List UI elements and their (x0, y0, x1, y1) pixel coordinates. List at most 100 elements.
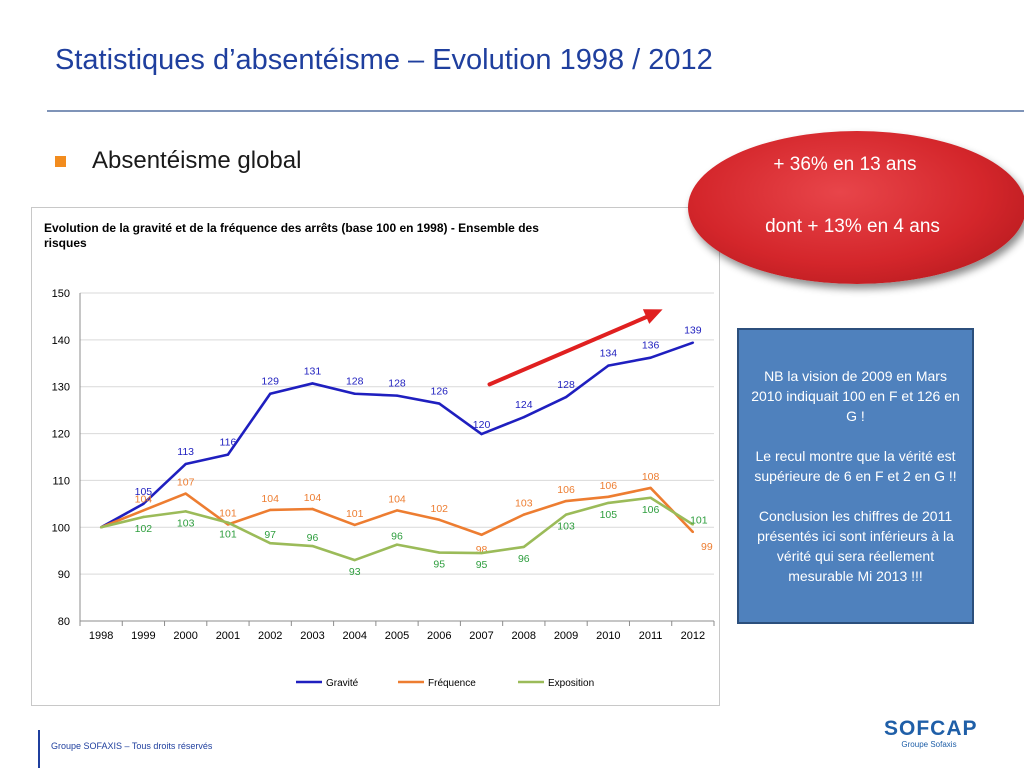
x-tick-label: 2002 (258, 630, 282, 642)
data-label: 128 (388, 378, 406, 390)
data-label: 105 (135, 486, 153, 498)
title-divider (47, 110, 1024, 112)
x-tick-label: 2007 (469, 630, 493, 642)
data-point (353, 392, 356, 395)
data-label: 129 (261, 376, 279, 388)
data-label: 106 (600, 480, 618, 492)
data-point (184, 462, 187, 466)
data-point (226, 453, 230, 456)
y-tick-label: 150 (52, 288, 70, 300)
data-point (184, 510, 187, 513)
data-label: 101 (690, 514, 708, 526)
data-label: 95 (476, 559, 488, 571)
data-label: 107 (177, 477, 195, 489)
trend-arrow-head-icon (642, 309, 663, 324)
logo-name: SOFCAP (884, 717, 978, 740)
data-point (691, 523, 695, 526)
x-tick-label: 2011 (639, 630, 663, 642)
data-point (480, 432, 483, 436)
bullet-text: Absentéisme global (92, 147, 302, 174)
x-tick-label: 2001 (216, 630, 240, 642)
x-tick-label: 2000 (173, 630, 197, 642)
x-tick-label: 2003 (300, 630, 324, 642)
y-tick-label: 130 (52, 382, 70, 394)
chart-title: Evolution de la gravité et de la fréquen… (44, 221, 539, 250)
data-label: 97 (264, 529, 276, 541)
data-label: 128 (557, 379, 575, 391)
note-paragraph-1: NB la vision de 2009 en Mars 2010 indiqu… (751, 368, 960, 424)
y-tick-label: 100 (52, 522, 70, 534)
y-tick-label: 80 (58, 616, 70, 628)
trend-arrow-line (487, 312, 655, 387)
data-point (226, 521, 230, 524)
data-label: 139 (684, 325, 702, 337)
note-paragraph-2: Le recul montre que la vérité est supéri… (754, 448, 957, 484)
data-point (438, 551, 441, 554)
data-point (99, 526, 103, 529)
data-point (522, 513, 525, 516)
data-label: 126 (431, 386, 449, 398)
data-label: 102 (135, 523, 153, 535)
x-tick-label: 2006 (427, 630, 451, 642)
callout-line-1: + 36% en 13 ans (773, 154, 917, 175)
x-tick-label: 2005 (385, 630, 409, 642)
data-label: 103 (557, 521, 575, 533)
y-tick-label: 140 (52, 335, 70, 347)
y-tick-label: 90 (58, 569, 70, 581)
data-label: 96 (307, 532, 319, 544)
data-label: 96 (391, 531, 403, 543)
data-point (691, 341, 695, 344)
bullet-square-icon (55, 156, 66, 167)
data-label: 124 (515, 399, 533, 411)
data-point (438, 402, 441, 405)
callout-line-2: dont + 13% en 4 ans (765, 216, 940, 237)
data-point (353, 558, 356, 562)
data-point (395, 543, 399, 546)
data-point (564, 513, 568, 516)
legend-label: Fréquence (428, 678, 476, 689)
data-label: 95 (433, 559, 445, 571)
data-label: 101 (219, 529, 237, 541)
data-point (311, 507, 314, 511)
data-point (269, 542, 272, 545)
data-label: 106 (642, 504, 660, 516)
data-label: 106 (557, 484, 575, 496)
data-label: 116 (220, 437, 237, 449)
data-point (269, 392, 272, 395)
data-point (564, 499, 568, 503)
x-tick-label: 2012 (681, 630, 705, 642)
callout-oval (688, 131, 1024, 284)
x-tick-label: 2009 (554, 630, 578, 642)
data-point (649, 486, 652, 490)
data-point (142, 509, 145, 512)
data-point (480, 533, 483, 536)
data-label: 108 (642, 471, 660, 483)
x-tick-label: 2004 (342, 630, 366, 642)
company-logo: SOFCAP Groupe Sofaxis (884, 717, 978, 750)
x-tick-label: 2010 (596, 630, 620, 642)
data-label: 105 (600, 509, 618, 521)
data-label: 104 (304, 492, 322, 504)
data-point (607, 501, 610, 505)
x-tick-label: 1998 (89, 630, 113, 642)
data-point (395, 509, 399, 512)
logo-subtitle: Groupe Sofaxis (901, 740, 957, 749)
legend-label: Exposition (548, 678, 594, 689)
data-label: 103 (177, 517, 195, 529)
data-label: 101 (346, 508, 364, 520)
y-tick-label: 110 (52, 475, 70, 487)
note-paragraph-3: Conclusion les chiffres de 2011 présenté… (757, 508, 954, 584)
data-point (522, 415, 525, 419)
data-point (607, 495, 610, 499)
data-point (649, 356, 652, 359)
data-label: 104 (261, 493, 279, 505)
data-label: 104 (388, 493, 406, 505)
x-tick-label: 2008 (512, 630, 536, 642)
data-label: 104 (135, 493, 153, 505)
data-point (395, 394, 399, 397)
data-point (522, 545, 525, 549)
data-label: 98 (476, 544, 488, 556)
data-point (311, 544, 314, 548)
footer-accent-bar (38, 730, 40, 768)
